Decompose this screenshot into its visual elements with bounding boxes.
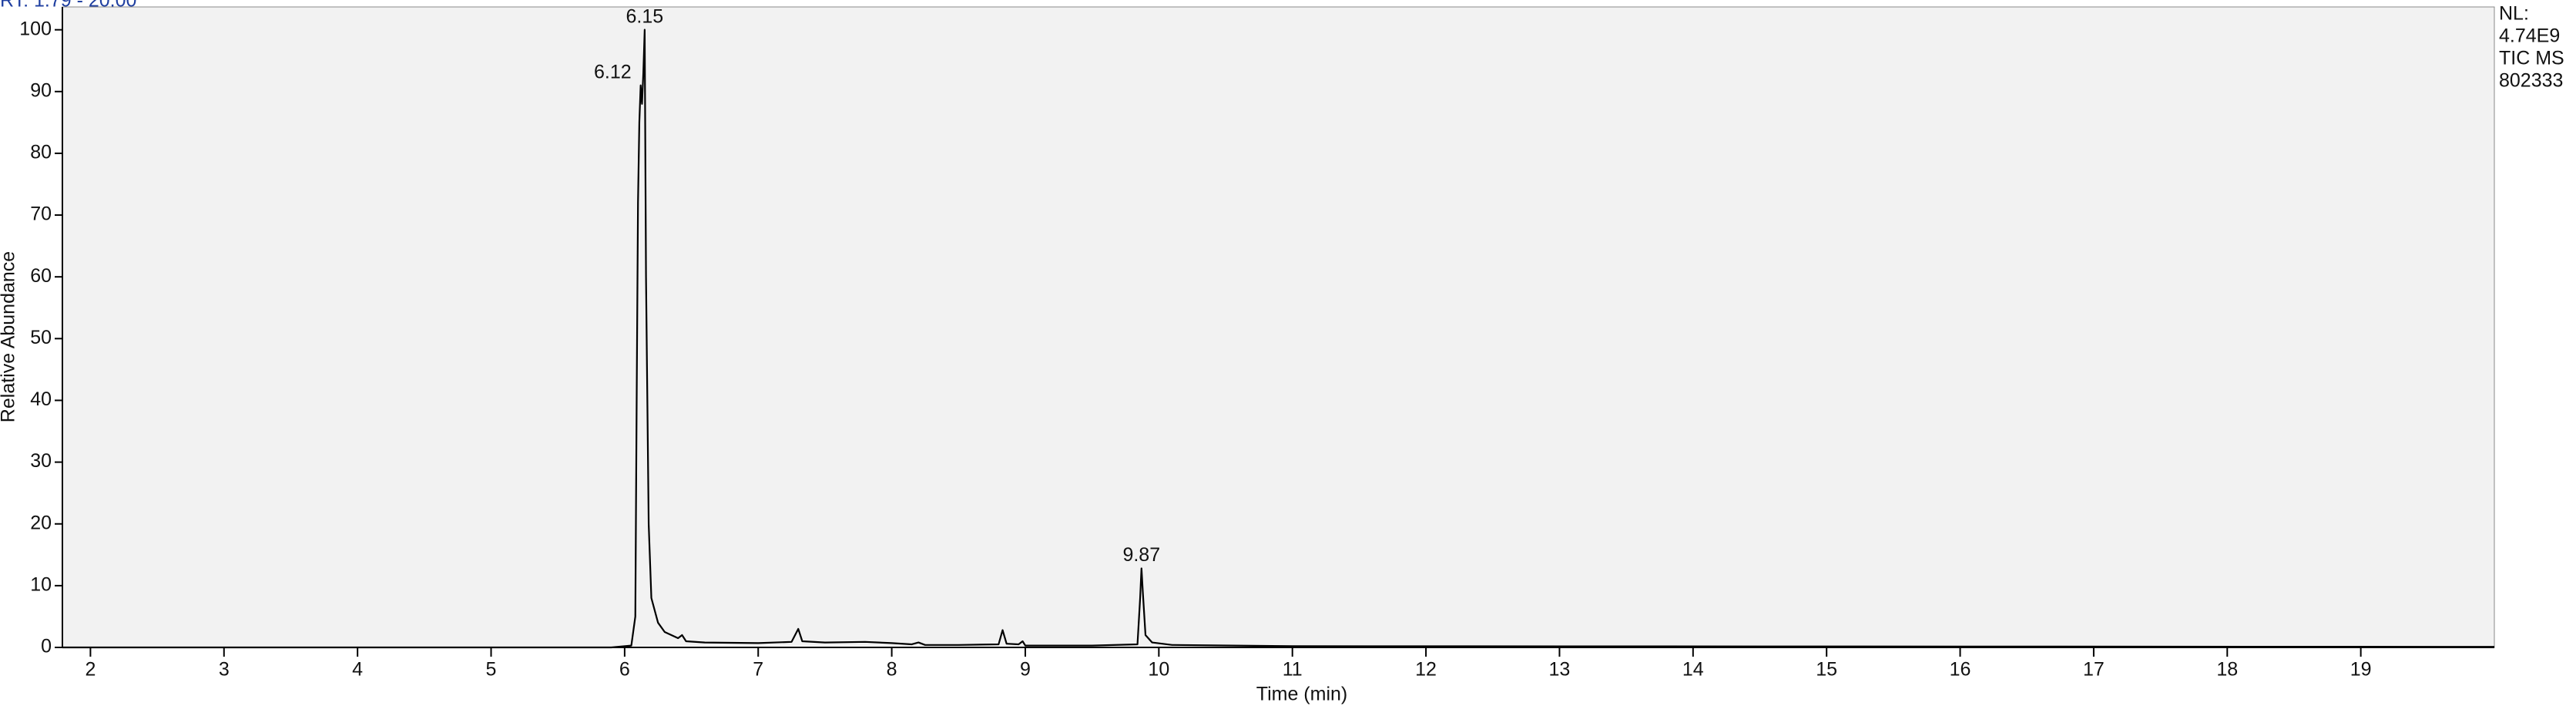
x-tick-label: 7 [753,659,763,681]
info-text: NL: [2499,3,2529,25]
x-tick-label: 10 [1148,659,1169,681]
y-tick-label: 80 [30,142,52,163]
x-tick-label: 8 [887,659,897,681]
info-text: 802333 [2499,70,2563,92]
peak-label: 9.87 [1122,544,1160,566]
x-tick-label: 4 [352,659,363,681]
x-tick-label: 19 [2350,659,2372,681]
x-tick-label: 9 [1020,659,1031,681]
y-tick-label: 30 [30,450,52,472]
plot-area [62,6,2495,648]
x-tick-label: 5 [486,659,497,681]
y-tick-label: 40 [30,388,52,410]
trace [62,29,2495,649]
peak-label: 6.15 [626,5,664,27]
x-tick-label: 12 [1415,659,1437,681]
x-axis-label: Time (min) [1256,684,1348,705]
x-tick-label: 16 [1950,659,1971,681]
y-tick-label: 50 [30,327,52,348]
y-tick-label: 100 [19,18,52,39]
x-tick-label: 13 [1549,659,1571,681]
x-tick-label: 14 [1682,659,1704,681]
x-tick-label: 15 [1816,659,1837,681]
y-tick-label: 60 [30,265,52,287]
y-tick-label: 10 [30,573,52,595]
x-tick-label: 17 [2083,659,2105,681]
y-tick-label: 20 [30,512,52,533]
x-tick-label: 11 [1283,659,1303,681]
x-tick-label: 2 [85,659,96,681]
y-tick-label: 0 [41,636,52,657]
y-axis-label: Relative Abundance [0,251,19,422]
y-tick-label: 90 [30,79,52,101]
info-text: 4.74E9 [2499,25,2560,47]
peak-label: 6.12 [594,61,632,82]
x-tick-label: 3 [219,659,230,681]
x-tick-label: 6 [619,659,630,681]
y-tick-label: 70 [30,203,52,225]
info-text: TIC MS [2499,48,2564,69]
x-tick-label: 18 [2216,659,2238,681]
